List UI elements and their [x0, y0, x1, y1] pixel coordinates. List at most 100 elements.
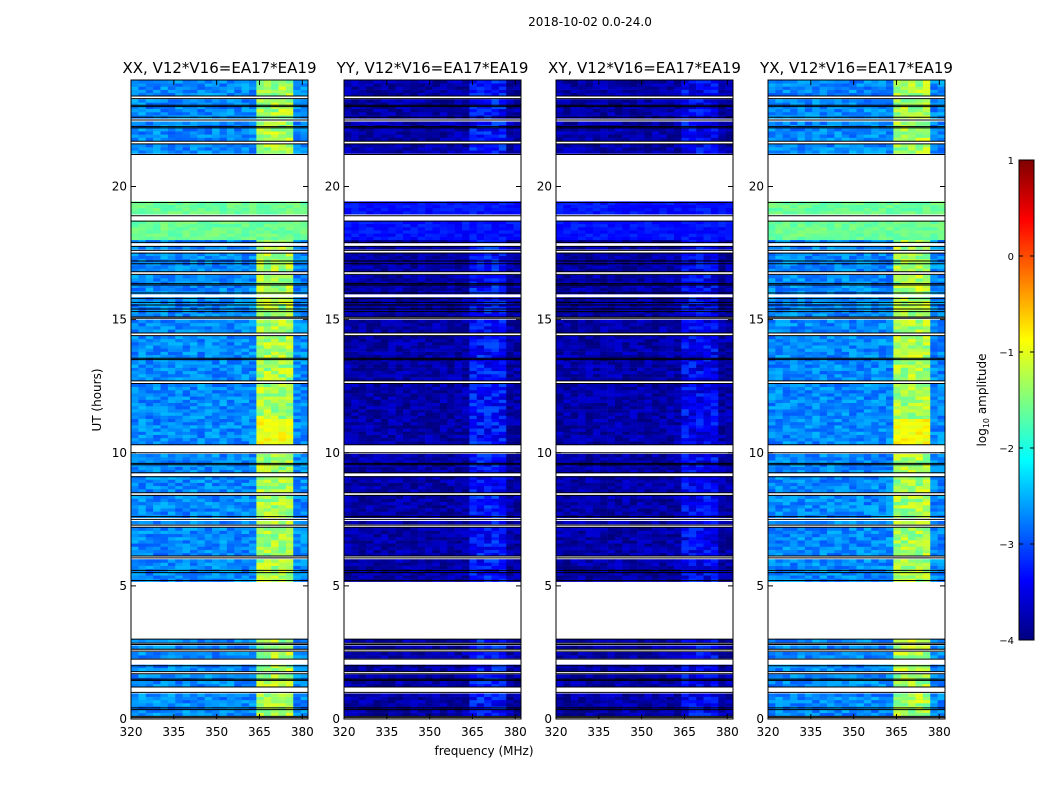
heatmap-cell: [241, 498, 250, 503]
heatmap-cell: [197, 278, 206, 282]
heatmap-cell: [271, 99, 279, 103]
heatmap-cell: [462, 466, 470, 471]
heatmap-cell: [469, 441, 478, 445]
heatmap-cell: [160, 712, 169, 717]
heatmap-cell: [138, 287, 147, 292]
heatmap-cell: [204, 501, 213, 506]
heatmap-cell: [167, 476, 176, 480]
heatmap-cell: [366, 559, 374, 563]
heatmap-cell: [175, 421, 183, 426]
heatmap-cell: [241, 131, 250, 135]
heatmap-cell: [271, 83, 279, 87]
heatmap-cell: [234, 488, 242, 493]
heatmap-cell: [454, 562, 463, 566]
heatmap-cell: [373, 655, 382, 659]
heatmap-cell: [388, 511, 396, 515]
heatmap-cell: [351, 453, 360, 458]
heatmap-cell: [167, 345, 176, 349]
heatmap-cell: [175, 329, 183, 333]
heatmap-cell: [234, 284, 242, 288]
heatmap-cell: [226, 211, 235, 215]
heatmap-cell: [439, 405, 448, 410]
heatmap-cell: [293, 712, 301, 717]
heatmap-cell: [256, 89, 265, 94]
heatmap-cell: [190, 386, 198, 391]
heatmap-cell: [182, 655, 191, 659]
heatmap-cell: [506, 527, 514, 531]
heatmap-cell: [432, 437, 441, 442]
heatmap-cell: [373, 546, 382, 550]
heatmap-cell: [212, 651, 220, 656]
heatmap-cell: [454, 485, 463, 490]
heatmap-cell: [175, 204, 183, 209]
heatmap-cell: [271, 89, 279, 94]
heatmap-cell: [153, 431, 161, 435]
heatmap-cell: [256, 540, 265, 544]
heatmap-cell: [278, 281, 287, 285]
heatmap-cell: [241, 533, 250, 538]
heatmap-cell: [160, 150, 169, 154]
heatmap-cell: [160, 498, 169, 503]
heatmap-cell: [182, 552, 191, 557]
heatmap-cell: [410, 418, 419, 423]
heatmap-cell: [476, 546, 485, 550]
heatmap-cell: [167, 278, 176, 282]
heatmap-cell: [491, 533, 500, 538]
heatmap-cell: [447, 479, 455, 483]
heatmap-cell: [197, 297, 206, 301]
heatmap-cell: [212, 549, 220, 554]
heatmap-cell: [271, 111, 279, 116]
heatmap-cell: [190, 134, 198, 138]
heatmap-cell: [153, 230, 161, 234]
heatmap-cell: [462, 699, 470, 704]
heatmap-cell: [241, 255, 250, 260]
heatmap-cell: [491, 405, 500, 410]
heatmap-cell: [249, 460, 257, 464]
heatmap-cell: [226, 434, 235, 439]
heatmap-cell: [219, 313, 228, 317]
heatmap-cell: [476, 479, 485, 483]
heatmap-cell: [182, 508, 191, 512]
heatmap-cell: [300, 572, 309, 576]
heatmap-cell: [344, 546, 352, 550]
heatmap-cell: [226, 540, 235, 544]
heatmap-cell: [234, 383, 242, 388]
heatmap-cell: [293, 546, 301, 550]
heatmap-cell: [249, 562, 257, 566]
heatmap-cell: [263, 546, 272, 550]
heatmap-cell: [175, 639, 183, 643]
heatmap-cell: [293, 536, 301, 541]
heatmap-cell: [219, 485, 228, 490]
heatmap-cell: [513, 664, 522, 669]
heatmap-cell: [425, 680, 433, 685]
heatmap-cell: [410, 476, 419, 480]
heatmap-cell: [491, 683, 500, 688]
heatmap-cell: [175, 80, 183, 84]
heatmap-cell: [160, 693, 169, 697]
heatmap-cell: [190, 268, 198, 272]
heatmap-cell: [278, 111, 287, 116]
heatmap-cell: [145, 252, 154, 257]
heatmap-cell: [454, 453, 463, 458]
heatmap-cell: [462, 511, 470, 515]
heatmap-cell: [241, 284, 250, 288]
heatmap-cell: [293, 322, 301, 327]
heatmap-cell: [241, 319, 250, 324]
heatmap-cell: [182, 297, 191, 301]
heatmap-cell: [219, 421, 228, 426]
heatmap-cell: [417, 693, 426, 697]
heatmap-cell: [256, 482, 265, 487]
heatmap-cell: [454, 412, 463, 416]
heatmap-cell: [256, 549, 265, 554]
heatmap-cell: [145, 428, 154, 432]
heatmap-cell: [380, 699, 389, 704]
heatmap-cell: [175, 469, 183, 474]
heatmap-cell: [432, 536, 441, 541]
heatmap-cell: [439, 667, 448, 672]
heatmap-cell: [197, 453, 206, 458]
heatmap-cell: [249, 287, 257, 292]
heatmap-cell: [219, 255, 228, 260]
heatmap-cell: [344, 431, 352, 435]
heatmap-cell: [256, 453, 265, 458]
heatmap-cell: [153, 367, 161, 372]
